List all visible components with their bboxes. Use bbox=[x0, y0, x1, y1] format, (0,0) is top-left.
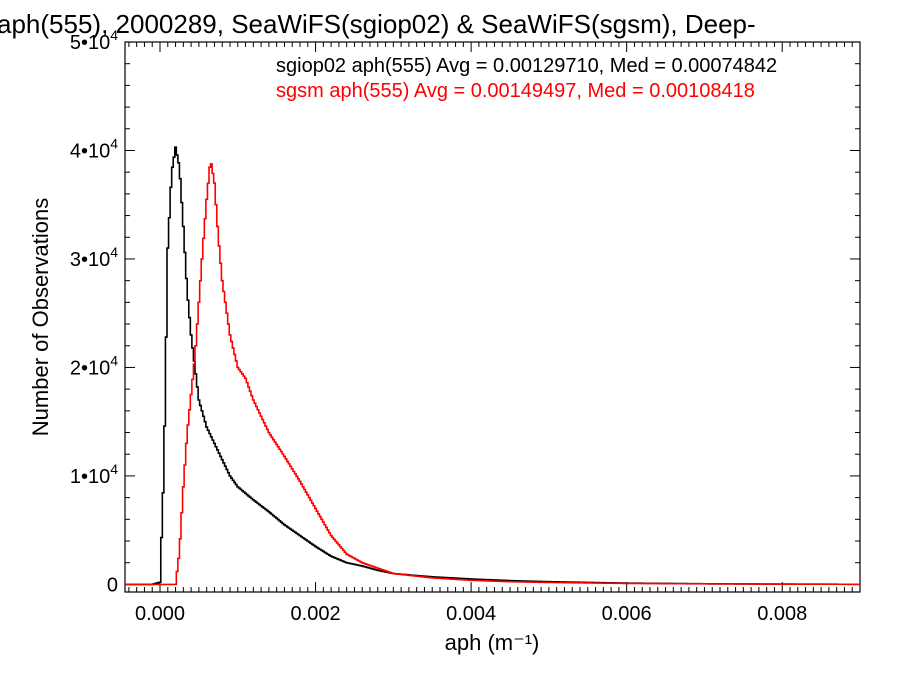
legend: sgiop02 aph(555) Avg = 0.00129710, Med =… bbox=[276, 55, 777, 102]
x-tick-label: 0.008 bbox=[757, 603, 807, 625]
x-axis: 0.000 0.002 0.004 0.006 0.008 bbox=[128, 42, 853, 625]
x-axis-label: aph (m⁻¹) bbox=[445, 630, 540, 655]
y-axis-label: Number of Observations bbox=[28, 198, 53, 436]
series-line-sgsm bbox=[125, 163, 861, 586]
x-tick-label: 0.004 bbox=[446, 603, 496, 625]
y-tick-label: 0 bbox=[107, 574, 118, 596]
series-line-sgiop02 bbox=[125, 146, 861, 586]
x-tick-label: 0.006 bbox=[602, 603, 652, 625]
x-tick-label: 0.002 bbox=[291, 603, 341, 625]
legend-entry-sgsm: sgsm aph(555) Avg = 0.00149497, Med = 0.… bbox=[276, 80, 755, 102]
series-lines bbox=[125, 146, 861, 586]
y-tick-label: 2•104 bbox=[70, 352, 118, 379]
y-tick-label: 4•104 bbox=[70, 135, 118, 162]
plot-frame bbox=[124, 41, 861, 593]
y-axis: 0 1•104 2•104 3•104 4•104 5•104 bbox=[70, 27, 860, 596]
y-tick-label: 5•104 bbox=[70, 27, 118, 54]
chart-title: aph(555), 2000289, SeaWiFS(sgiop02) & Se… bbox=[0, 9, 756, 39]
y-tick-label: 3•104 bbox=[70, 244, 118, 271]
y-tick-label: 1•104 bbox=[70, 461, 118, 488]
x-tick-label: 0.000 bbox=[135, 603, 185, 625]
legend-entry-sgiop02: sgiop02 aph(555) Avg = 0.00129710, Med =… bbox=[276, 55, 777, 77]
